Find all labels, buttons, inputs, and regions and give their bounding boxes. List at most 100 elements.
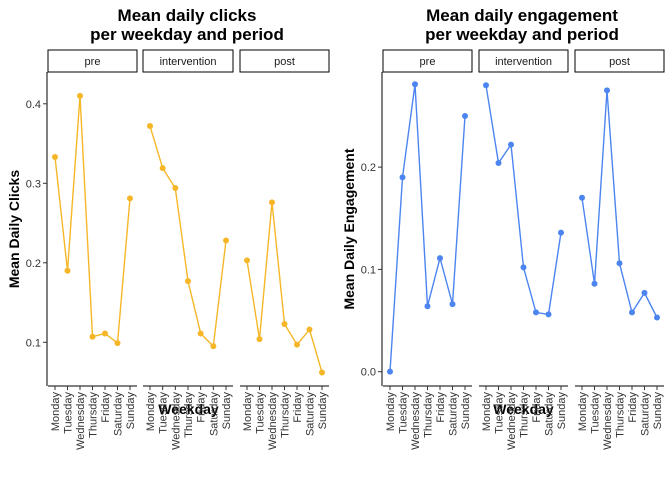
facet-strip-label: post xyxy=(609,56,630,68)
x-tick-label: Monday xyxy=(481,392,493,432)
facet-strip-label: intervention xyxy=(160,56,217,68)
data-point xyxy=(64,267,71,274)
x-tick-label: Thursday xyxy=(183,392,195,438)
data-point xyxy=(89,333,96,340)
x-tick-label: Monday xyxy=(50,392,62,432)
x-tick-label: Wednesday xyxy=(410,392,422,450)
series-line xyxy=(149,125,227,348)
chart-1: Mean daily clicks per weekday and period 0… xyxy=(6,6,330,450)
facet-strip-label: pre xyxy=(85,56,101,68)
x-tick-label: Tuesday xyxy=(494,392,506,434)
x-tick-label: Saturday xyxy=(305,392,317,437)
x-tick-label: Friday xyxy=(196,392,208,423)
data-point xyxy=(629,309,635,316)
data-point xyxy=(256,336,263,343)
series-line xyxy=(389,84,466,372)
data-point xyxy=(294,341,300,348)
x-tick-label: Tuesday xyxy=(63,392,75,434)
x-tick-label: Sunday xyxy=(317,392,329,430)
x-tick-label: Thursday xyxy=(423,392,435,438)
x-tick-label: Friday xyxy=(100,392,112,423)
x-tick-label: Saturday xyxy=(113,392,125,437)
facet-strip xyxy=(574,49,665,73)
y-tick-label: 0.4 xyxy=(26,99,41,111)
x-axis-title: Weekday xyxy=(158,401,219,417)
data-point xyxy=(387,368,393,375)
x-tick-label: Thursday xyxy=(615,392,627,438)
facet-intervention: intervention Monday Tuesday Wednesday Thursd… xyxy=(478,49,569,450)
x-tick-label: Tuesday xyxy=(255,392,267,434)
data-point xyxy=(591,280,598,287)
chart-title: Mean daily engagement per weekday and per… xyxy=(425,6,619,44)
data-point xyxy=(399,174,406,181)
data-point xyxy=(77,92,83,99)
data-point xyxy=(533,309,539,316)
data-point xyxy=(579,194,585,201)
y-tick-label: 0.2 xyxy=(26,258,41,270)
x-tick-label: Monday xyxy=(242,392,254,432)
series-line xyxy=(246,202,323,373)
x-tick-label: Thursday xyxy=(280,392,292,438)
facet-post: post Monday Tuesday Wednesday Thursday Friday… xyxy=(574,49,665,450)
y-axis-title: Mean Daily Engagement xyxy=(341,148,357,309)
y-tick-label: 0.3 xyxy=(26,178,41,190)
x-tick-label: Sunday xyxy=(652,392,664,430)
facet-intervention: intervention Monday Tuesday Wednesday Thursd… xyxy=(142,49,234,450)
x-tick-label: Sunday xyxy=(125,392,137,430)
series-line xyxy=(54,95,131,345)
x-tick-label: Monday xyxy=(385,392,397,432)
data-point xyxy=(197,330,204,337)
data-point xyxy=(102,330,108,337)
x-tick-label: Thursday xyxy=(519,392,531,438)
data-point xyxy=(127,195,133,202)
x-tick-label: Tuesday xyxy=(590,392,602,434)
x-tick-label: Tuesday xyxy=(398,392,410,434)
data-point xyxy=(616,260,623,267)
x-tick-label: Wednesday xyxy=(267,392,279,450)
facet-strip xyxy=(142,49,234,73)
series-line xyxy=(485,85,562,316)
facet-strip xyxy=(239,49,330,73)
x-tick-label: Friday xyxy=(627,392,639,423)
facet-strip xyxy=(47,49,138,73)
data-point xyxy=(483,82,489,89)
data-point xyxy=(223,237,229,244)
x-tick-label: Friday xyxy=(292,392,304,423)
data-point xyxy=(520,264,527,271)
facet-pre: pre Monday Tuesday Wednesday Thursday Friday S… xyxy=(382,49,473,450)
data-point xyxy=(114,340,121,347)
x-tick-label: Sunday xyxy=(556,392,568,430)
data-point xyxy=(654,314,660,321)
x-tick-label: Wednesday xyxy=(602,392,614,450)
x-tick-label: Friday xyxy=(435,392,447,423)
facet-strip-label: pre xyxy=(420,56,436,68)
data-point xyxy=(545,311,552,318)
data-point xyxy=(641,289,648,296)
data-point xyxy=(172,185,179,192)
data-point xyxy=(604,87,610,94)
y-tick-label: 0.1 xyxy=(361,264,376,276)
x-tick-label: Thursday xyxy=(88,392,100,438)
x-axis-title: Weekday xyxy=(493,401,554,417)
data-point xyxy=(412,81,418,88)
facet-post: post Monday Tuesday Wednesday Thursday Friday… xyxy=(239,49,330,450)
data-point xyxy=(185,278,191,285)
data-point xyxy=(508,141,514,148)
x-tick-label: Friday xyxy=(531,392,543,423)
x-tick-label: Saturday xyxy=(544,392,556,437)
data-point xyxy=(495,160,502,167)
y-axis-title: Mean Daily Clicks xyxy=(6,170,22,288)
x-tick-label: Saturday xyxy=(448,392,460,437)
y-tick-label: 0.1 xyxy=(26,337,41,349)
data-point xyxy=(52,154,58,161)
chart-title: Mean daily clicks per weekday and period xyxy=(90,6,284,44)
data-point xyxy=(159,165,166,172)
data-point xyxy=(462,112,468,119)
chart-2: Mean daily engagement per weekday and per… xyxy=(341,6,665,450)
x-tick-label: Monday xyxy=(145,392,157,432)
data-point xyxy=(558,229,564,236)
data-point xyxy=(281,320,288,327)
